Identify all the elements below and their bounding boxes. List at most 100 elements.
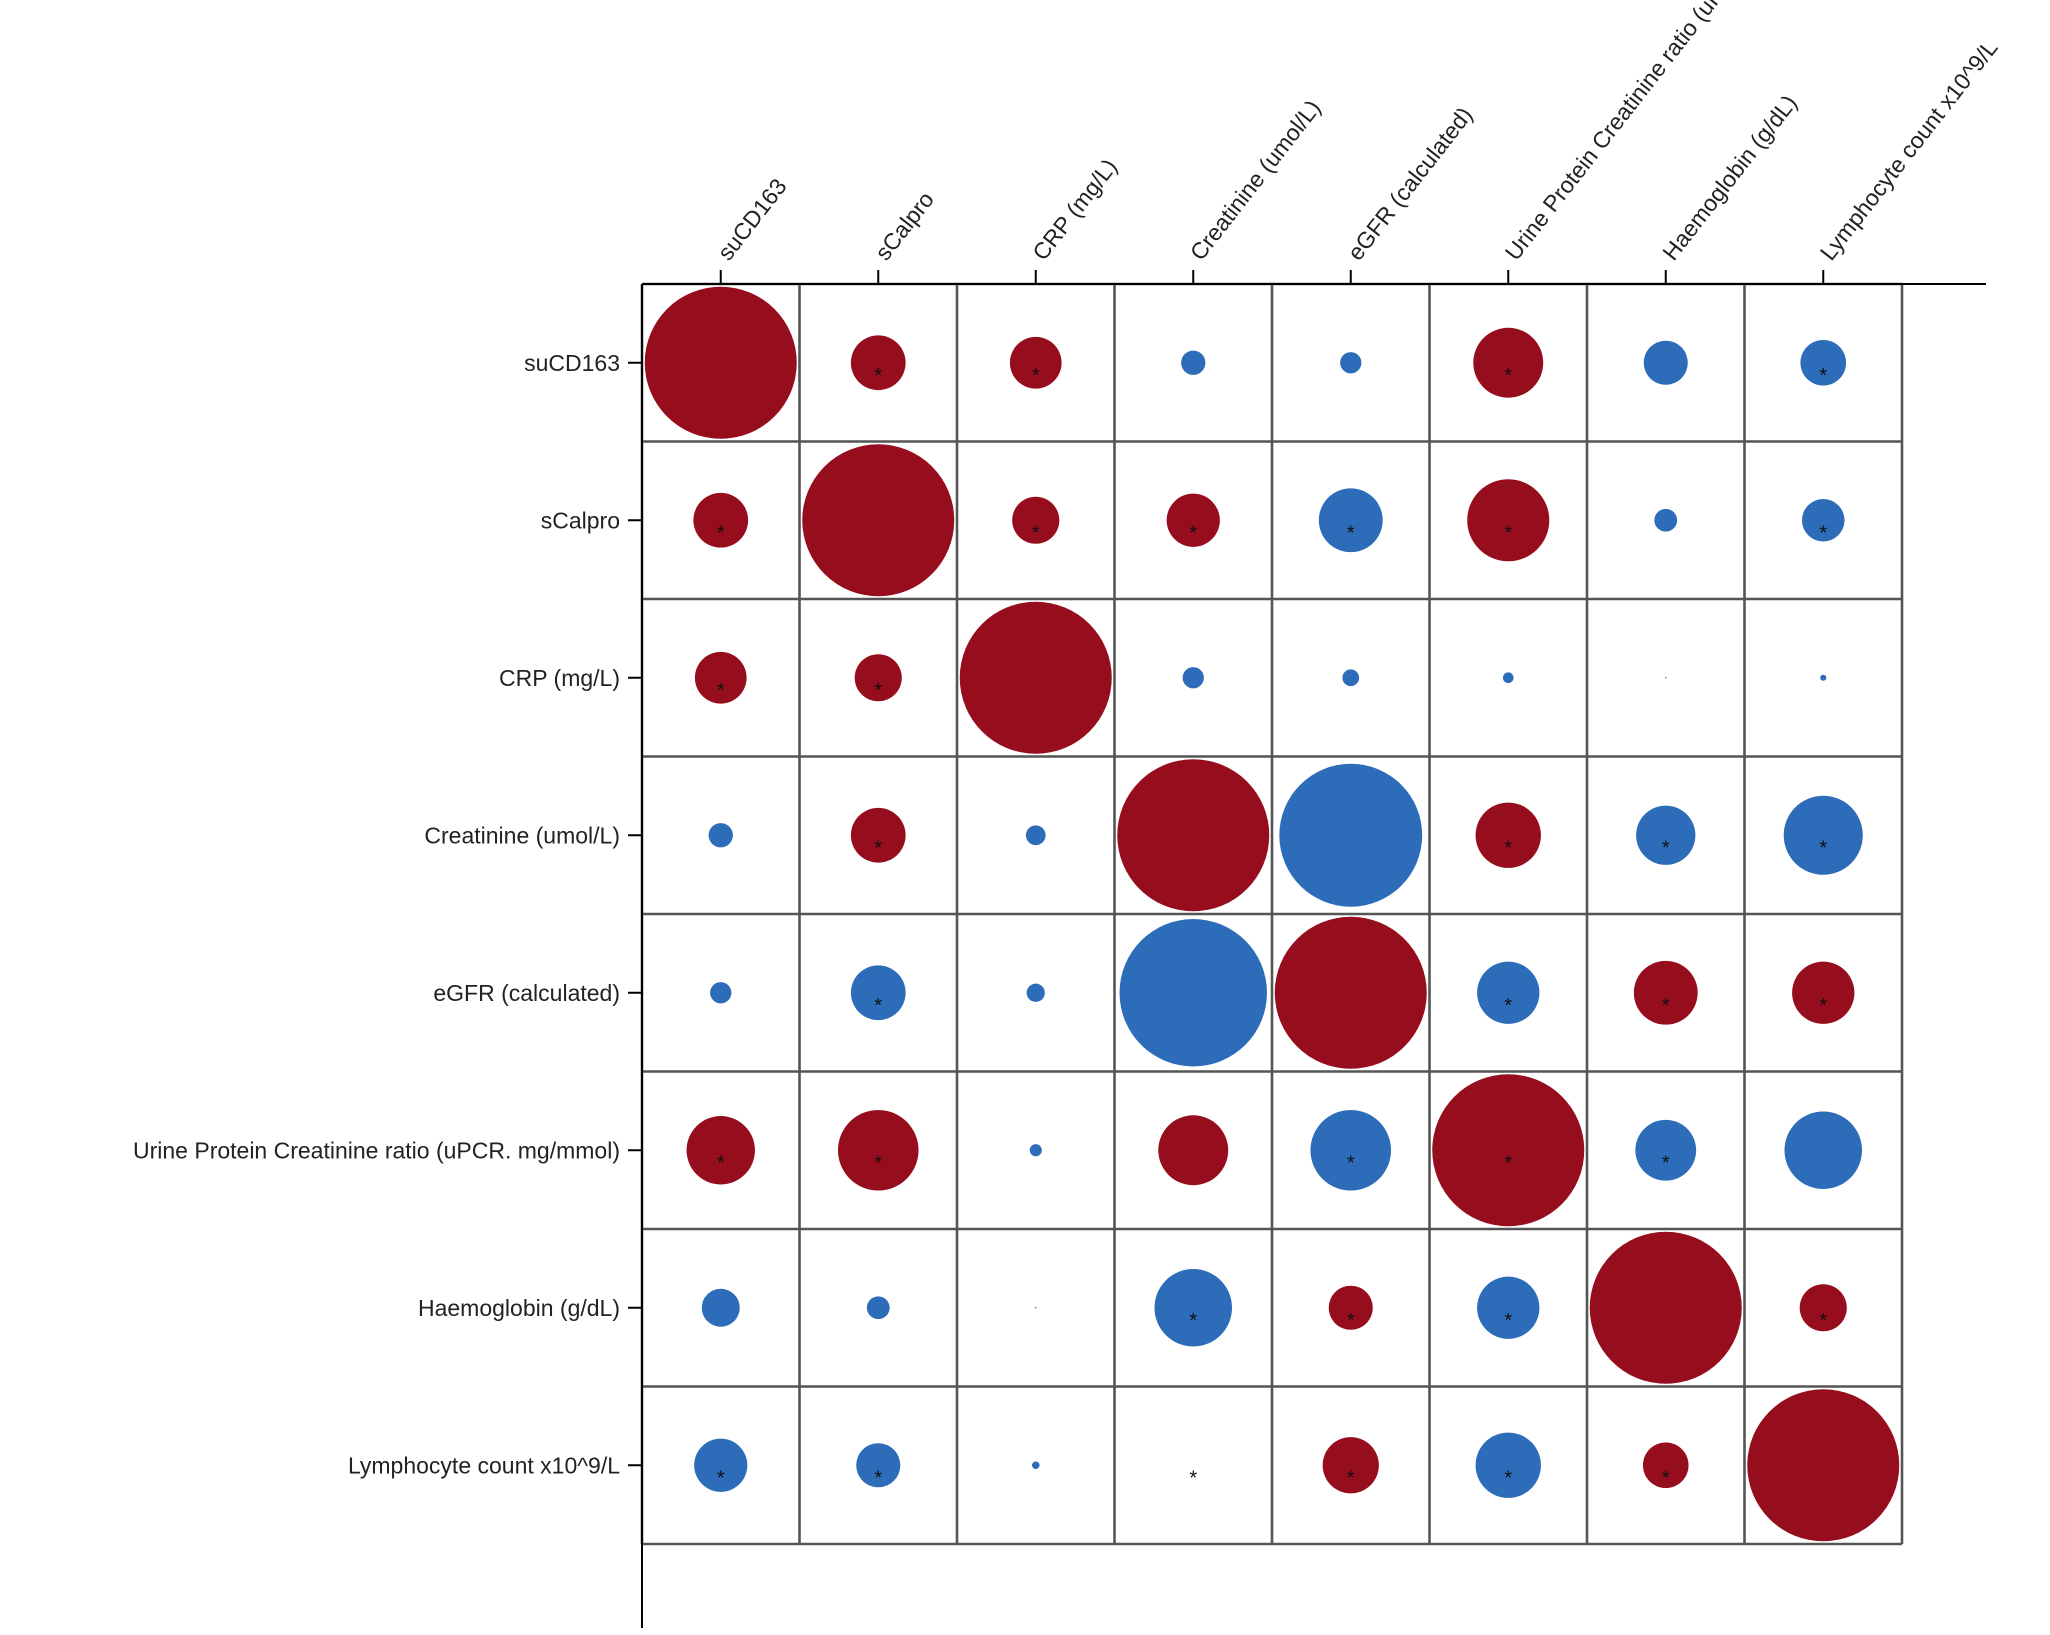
significance-star-r7-c3: * <box>1189 1467 1197 1489</box>
grid-layer <box>640 282 1904 1546</box>
significance-star-r5-c6: * <box>1662 1152 1670 1174</box>
significance-star-r5-c0: * <box>717 1152 725 1174</box>
corr-circle-r3-c5 <box>1475 802 1541 868</box>
corr-circle-r4-c0 <box>710 982 732 1004</box>
corr-circle-r0-c4 <box>1340 352 1362 374</box>
corr-circle-r5-c7 <box>1784 1111 1863 1190</box>
significance-star-r1-c7: * <box>1819 522 1827 544</box>
significance-star-r3-c5: * <box>1504 837 1512 859</box>
row-label-7: Lymphocyte count x10^9/L <box>348 1452 620 1478</box>
corr-circle-r1-c2 <box>1012 496 1060 544</box>
corr-circle-r1-c6 <box>1654 508 1678 532</box>
corr-circle-r6-c7 <box>1799 1284 1847 1332</box>
corr-circle-r6-c0 <box>701 1288 740 1327</box>
corr-circle-r6-c5 <box>1477 1276 1540 1339</box>
corr-circle-r3-c3 <box>1117 759 1270 912</box>
corr-circle-r0-c0 <box>644 286 797 439</box>
corr-circle-r4-c6 <box>1633 960 1698 1025</box>
corr-circle-r6-c1 <box>866 1296 890 1320</box>
corr-circle-r0-c3 <box>1181 350 1206 375</box>
significance-star-r7-c0: * <box>717 1467 725 1489</box>
significance-star-r4-c1: * <box>874 995 882 1017</box>
significance-star-r5-c1: * <box>874 1152 882 1174</box>
significance-star-r3-c1: * <box>874 837 882 859</box>
significance-star-r6-c5: * <box>1504 1310 1512 1332</box>
corr-circle-r5-c3 <box>1158 1115 1229 1186</box>
column-label-4: eGFR (calculated) <box>1342 102 1477 265</box>
corr-circle-r4-c7 <box>1792 961 1855 1024</box>
corr-circle-r2-c3 <box>1182 667 1204 689</box>
corr-circle-r2-c1 <box>854 654 902 702</box>
row-label-5: Urine Protein Creatinine ratio (uPCR. mg… <box>133 1137 620 1163</box>
corr-circle-r4-c2 <box>1026 983 1045 1002</box>
significance-star-r7-c5: * <box>1504 1467 1512 1489</box>
corr-circle-r7-c4 <box>1322 1437 1379 1494</box>
corr-circle-r2-c5 <box>1502 672 1514 684</box>
significance-star-r4-c5: * <box>1504 995 1512 1017</box>
corr-circle-r6-c4 <box>1328 1285 1373 1330</box>
corr-circle-r0-c2 <box>1009 336 1062 389</box>
corr-circle-r7-c2 <box>1031 1461 1040 1470</box>
corr-circle-r2-c7 <box>1820 674 1827 681</box>
corr-circle-r0-c6 <box>1643 340 1688 385</box>
corr-circle-r6-c6 <box>1589 1231 1742 1384</box>
significance-star-r3-c6: * <box>1662 837 1670 859</box>
corr-circle-r3-c1 <box>850 807 906 863</box>
corr-circle-r2-c0 <box>694 651 747 704</box>
corr-circle-r7-c0 <box>694 1438 748 1492</box>
row-label-1: sCalpro <box>541 507 620 533</box>
significance-star-r7-c1: * <box>874 1467 882 1489</box>
axis-layer <box>628 270 1986 1628</box>
corr-circle-r7-c7 <box>1747 1389 1900 1542</box>
column-label-1: sCalpro <box>870 187 939 265</box>
significance-star-r3-c7: * <box>1819 837 1827 859</box>
corr-circle-r3-c6 <box>1636 805 1696 865</box>
corr-circle-r5-c0 <box>686 1116 755 1185</box>
significance-star-r7-c6: * <box>1662 1467 1670 1489</box>
corr-circle-r6-c2 <box>1034 1306 1037 1309</box>
column-label-0: suCD163 <box>712 174 792 266</box>
corr-circle-r0-c7 <box>1800 339 1847 386</box>
column-label-3: Creatinine (umol/L) <box>1185 95 1326 265</box>
row-label-3: Creatinine (umol/L) <box>424 822 620 848</box>
row-label-2: CRP (mg/L) <box>499 665 620 691</box>
corr-circle-r4-c1 <box>850 965 906 1021</box>
significance-star-r0-c5: * <box>1504 365 1512 387</box>
significance-star-r0-c1: * <box>874 365 882 387</box>
significance-star-r1-c5: * <box>1504 522 1512 544</box>
corr-circle-r1-c3 <box>1166 493 1220 547</box>
significance-star-r2-c0: * <box>717 680 725 702</box>
corr-circle-r3-c7 <box>1783 795 1863 875</box>
significance-star-r7-c4: * <box>1347 1467 1355 1489</box>
corr-circle-r4-c5 <box>1477 961 1540 1024</box>
corr-circle-r7-c1 <box>856 1443 901 1488</box>
significance-marker-layer: * * * * * * * * * * * * * * * * * * * * * * * * * * * * * * * * * * * <box>717 365 1828 1490</box>
significance-star-r5-c5: * <box>1504 1152 1512 1174</box>
corr-circle-r3-c2 <box>1025 825 1046 846</box>
corr-circle-r4-c3 <box>1119 919 1267 1067</box>
significance-star-r6-c4: * <box>1347 1310 1355 1332</box>
circle-layer <box>644 286 1900 1542</box>
corr-circle-r1-c7 <box>1801 498 1845 542</box>
corr-circle-r3-c0 <box>708 823 733 848</box>
corr-circle-r5-c1 <box>837 1109 919 1191</box>
corr-circle-r5-c6 <box>1635 1119 1697 1181</box>
corr-circle-r2-c4 <box>1342 669 1360 687</box>
corr-circle-r1-c5 <box>1467 479 1550 562</box>
corr-circle-r1-c4 <box>1318 488 1383 553</box>
row-label-6: Haemoglobin (g/dL) <box>418 1295 620 1321</box>
significance-star-r0-c2: * <box>1032 365 1040 387</box>
corr-circle-r3-c4 <box>1279 763 1423 907</box>
corr-circle-r0-c5 <box>1473 327 1544 398</box>
row-label-4: eGFR (calculated) <box>433 980 620 1006</box>
corr-circle-r6-c3 <box>1154 1268 1233 1347</box>
corr-circle-r7-c6 <box>1642 1442 1689 1489</box>
row-label-0: suCD163 <box>524 350 620 376</box>
corr-circle-r1-c1 <box>802 444 955 597</box>
corr-circle-r5-c4 <box>1310 1109 1392 1191</box>
corr-circle-r2-c2 <box>959 601 1112 754</box>
significance-star-r4-c7: * <box>1819 995 1827 1017</box>
corr-circle-r5-c2 <box>1029 1144 1042 1157</box>
corr-circle-r5-c5 <box>1432 1074 1585 1227</box>
